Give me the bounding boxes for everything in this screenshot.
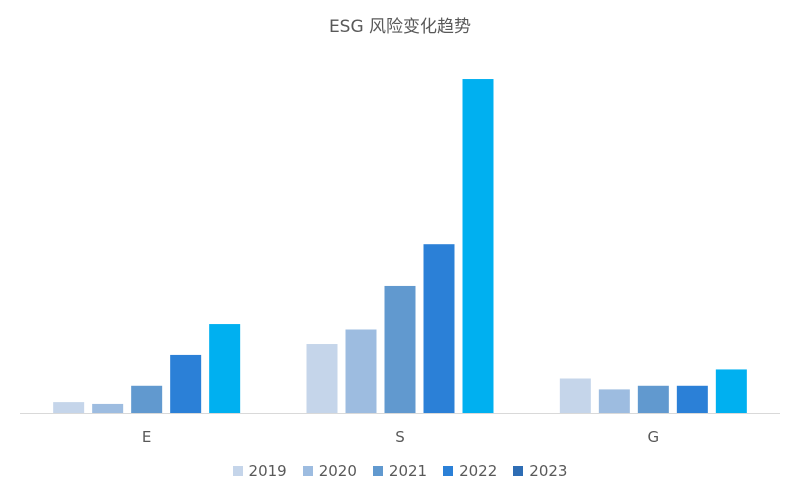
x-tick-label-S: S — [395, 428, 405, 446]
bar-G-2022 — [676, 385, 708, 413]
bar-G-2021 — [637, 385, 669, 413]
bar-G-2020 — [598, 389, 630, 413]
legend: 2019 2020 2021 2022 2023 — [0, 462, 800, 480]
bar-S-2019 — [306, 344, 338, 413]
bar-E-2022 — [170, 354, 202, 413]
legend-label: 2020 — [318, 462, 357, 480]
chart-title: ESG 风险变化趋势 — [328, 17, 472, 37]
bar-S-2021 — [384, 285, 416, 413]
bar-E-2021 — [131, 385, 163, 413]
x-tick-label-E: E — [142, 428, 151, 446]
legend-item-2020: 2020 — [302, 462, 357, 480]
legend-label: 2023 — [529, 462, 568, 480]
bar-E-2020 — [92, 403, 124, 413]
legend-label: 2021 — [388, 462, 428, 480]
legend-item-2023: 2023 — [513, 462, 567, 480]
legend-item-2022: 2022 — [443, 462, 497, 480]
legend-swatch — [302, 466, 313, 476]
bar-S-2022 — [423, 244, 455, 413]
bar-S-2023 — [462, 79, 494, 413]
bar-G-2023 — [715, 369, 747, 413]
bar-E-2023 — [209, 324, 241, 413]
legend-item-2021: 2021 — [372, 462, 428, 480]
legend-swatch — [443, 466, 454, 476]
x-tick-label-G: G — [648, 428, 660, 446]
legend-swatch — [232, 466, 243, 476]
bar-S-2020 — [345, 329, 377, 413]
legend-label: 2019 — [248, 462, 287, 480]
legend-label: 2022 — [459, 462, 498, 480]
legend-swatch — [372, 466, 383, 476]
bar-G-2019 — [559, 378, 591, 413]
legend-item-2019: 2019 — [232, 462, 287, 480]
bar-E-2019 — [53, 402, 85, 413]
legend-swatch — [513, 466, 524, 476]
